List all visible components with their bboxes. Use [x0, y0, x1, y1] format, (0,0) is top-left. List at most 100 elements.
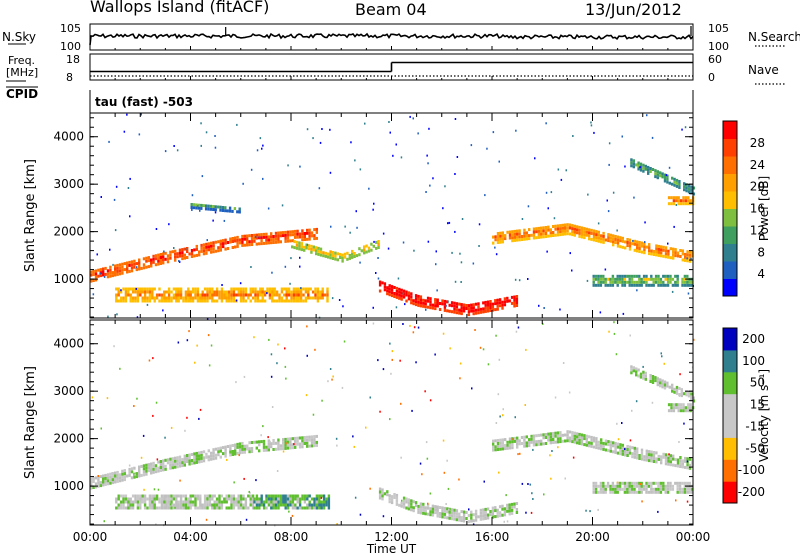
velocity-cell	[426, 506, 430, 510]
power-cell	[656, 170, 659, 174]
power-cell	[195, 253, 198, 257]
velocity-cell	[206, 494, 209, 498]
power-cell	[307, 244, 311, 248]
power-cell	[660, 245, 663, 249]
velocity-cell	[640, 454, 644, 458]
velocity-cell	[535, 440, 538, 444]
power-cell	[472, 303, 475, 307]
velocity-cell	[242, 506, 245, 510]
velocity-cell	[131, 500, 135, 504]
velocity-cell	[470, 510, 473, 514]
power-cell	[202, 243, 206, 247]
velocity-cell	[523, 441, 526, 445]
velocity-cell	[151, 503, 154, 507]
power-cell	[650, 252, 653, 256]
power-cell	[639, 168, 643, 172]
velocity-cell	[210, 454, 213, 458]
velocity-cell	[638, 454, 641, 457]
power-cell	[307, 247, 311, 251]
power-cell	[219, 245, 222, 249]
velocity-cell	[215, 506, 219, 510]
velocity-cell	[270, 445, 273, 449]
velocity-cell	[277, 441, 280, 445]
power-speckle	[176, 149, 179, 152]
velocity-cell	[286, 503, 290, 507]
velocity-cell	[282, 497, 285, 501]
velocity-cell	[549, 432, 552, 436]
power-cell	[367, 246, 371, 250]
power-speckle	[178, 260, 181, 263]
velocity-cell	[518, 442, 521, 446]
velocity-cell	[554, 434, 557, 438]
power-cell	[115, 287, 118, 291]
velocity-cell	[523, 438, 526, 442]
power-cell	[117, 287, 120, 291]
velocity-speckle	[613, 332, 616, 335]
velocity-cell	[160, 506, 164, 510]
power-cell	[314, 296, 317, 300]
power-cell	[623, 277, 627, 281]
velocity-cell	[211, 503, 214, 507]
velocity-cell	[680, 388, 683, 392]
power-cell	[372, 244, 375, 248]
velocity-speckle	[412, 331, 415, 334]
velocity-cell	[279, 500, 283, 504]
velocity-cell	[513, 439, 516, 443]
velocity-cell	[239, 503, 243, 507]
velocity-cell	[503, 510, 507, 514]
velocity-cell	[614, 451, 617, 454]
velocity-cell	[163, 506, 166, 510]
velocity-cell	[165, 494, 168, 498]
power-cell	[426, 296, 430, 300]
velocity-cell	[438, 515, 442, 518]
power-cell	[157, 253, 160, 257]
velocity-speckle	[194, 361, 196, 364]
power-cell	[277, 237, 280, 241]
power-cell	[327, 255, 330, 259]
velocity-cell	[104, 473, 107, 477]
power-speckle	[136, 266, 138, 269]
power-cell	[253, 239, 256, 243]
velocity-cell	[691, 464, 694, 468]
velocity-cell	[135, 472, 138, 476]
power-cell	[270, 238, 273, 242]
power-cell	[556, 233, 560, 237]
velocity-cell	[441, 506, 444, 510]
velocity-cell	[510, 502, 514, 506]
power-cell	[585, 233, 588, 237]
velocity-cell	[176, 456, 179, 460]
velocity-cell	[648, 450, 651, 454]
velocity-cell	[306, 494, 309, 498]
power-colorbar-swatch	[723, 191, 737, 209]
velocity-speckle	[382, 515, 385, 518]
velocity-cell	[193, 455, 196, 459]
velocity-cell	[163, 497, 166, 501]
power-cell	[542, 229, 545, 233]
velocity-cell	[686, 490, 689, 494]
velocity-speckle	[113, 345, 115, 348]
velocity-cell	[506, 503, 509, 507]
power-cell	[165, 299, 168, 303]
velocity-cell	[134, 494, 137, 498]
power-cell	[674, 251, 677, 255]
velocity-cell	[547, 432, 550, 436]
velocity-cell	[635, 481, 639, 485]
power-cell	[145, 259, 148, 263]
power-cell	[268, 290, 272, 294]
velocity-cell	[241, 441, 244, 445]
power-cell	[213, 290, 216, 294]
velocity-cell	[600, 444, 603, 448]
velocity-cell	[114, 474, 117, 478]
velocity-cell	[643, 458, 646, 462]
power-cell	[503, 300, 507, 304]
power-speckle	[565, 169, 567, 172]
power-cell	[666, 277, 670, 281]
power-speckle	[214, 211, 217, 214]
power-cell	[141, 287, 144, 291]
velocity-cell	[301, 494, 304, 498]
velocity-cell	[431, 513, 435, 517]
velocity-cell	[687, 406, 690, 410]
power-cell	[148, 290, 152, 294]
power-cell	[508, 236, 512, 240]
velocity-cell	[138, 474, 141, 478]
